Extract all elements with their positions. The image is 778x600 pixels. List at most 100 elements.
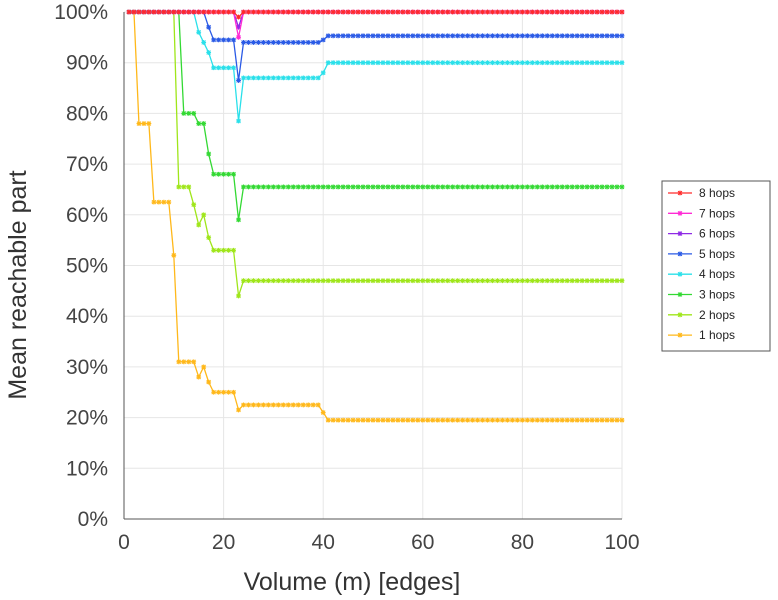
data-point bbox=[465, 9, 471, 15]
data-point bbox=[450, 278, 456, 284]
data-point bbox=[241, 278, 246, 284]
data-point bbox=[211, 389, 217, 395]
y-tick-label: 100% bbox=[54, 1, 108, 24]
data-point bbox=[275, 184, 281, 190]
data-point bbox=[534, 9, 540, 15]
data-point bbox=[360, 417, 366, 423]
data-point bbox=[584, 278, 590, 284]
data-point bbox=[559, 184, 565, 190]
data-point bbox=[400, 60, 406, 66]
data-point bbox=[510, 33, 515, 39]
data-point bbox=[564, 278, 570, 284]
data-point bbox=[599, 9, 605, 15]
legend-label: 2 hops bbox=[699, 308, 735, 322]
data-point bbox=[275, 40, 281, 45]
data-point bbox=[131, 9, 137, 15]
data-point bbox=[370, 9, 376, 15]
data-point bbox=[470, 417, 475, 423]
y-tick-label: 80% bbox=[66, 102, 108, 125]
data-point bbox=[360, 184, 366, 190]
data-point bbox=[280, 184, 286, 190]
data-point bbox=[405, 9, 411, 15]
data-point bbox=[465, 278, 471, 284]
data-point bbox=[196, 121, 202, 126]
data-point bbox=[236, 407, 241, 413]
data-point bbox=[677, 312, 683, 318]
data-point bbox=[385, 417, 391, 423]
data-point bbox=[271, 278, 276, 284]
data-point bbox=[455, 417, 461, 423]
data-point bbox=[261, 402, 266, 408]
data-point bbox=[677, 210, 683, 216]
data-point bbox=[569, 60, 575, 66]
data-point bbox=[211, 247, 217, 253]
data-point bbox=[221, 389, 226, 395]
data-point bbox=[480, 60, 485, 66]
data-point bbox=[300, 184, 306, 190]
data-point bbox=[340, 60, 346, 66]
data-point bbox=[231, 247, 236, 253]
data-point bbox=[300, 9, 306, 15]
data-point bbox=[410, 278, 416, 284]
data-point bbox=[460, 278, 466, 284]
data-point bbox=[445, 33, 451, 39]
data-point bbox=[360, 278, 366, 284]
data-point bbox=[221, 171, 226, 177]
data-point bbox=[485, 33, 490, 39]
data-point bbox=[594, 417, 600, 423]
data-point bbox=[677, 271, 683, 277]
data-point bbox=[246, 278, 251, 284]
data-point bbox=[500, 60, 505, 66]
data-point bbox=[460, 33, 466, 39]
data-point bbox=[450, 417, 456, 423]
data-point bbox=[305, 40, 311, 45]
data-point bbox=[490, 60, 495, 66]
data-point bbox=[495, 278, 500, 284]
data-point bbox=[241, 184, 246, 190]
data-point bbox=[594, 60, 600, 66]
data-point bbox=[246, 9, 251, 15]
series-line bbox=[128, 11, 622, 38]
data-point bbox=[365, 278, 371, 284]
data-point bbox=[609, 60, 615, 66]
data-point bbox=[534, 184, 540, 190]
data-point bbox=[315, 278, 321, 284]
data-point bbox=[171, 252, 177, 258]
data-point bbox=[365, 33, 371, 39]
data-point bbox=[385, 60, 391, 66]
data-point bbox=[310, 184, 316, 190]
data-point bbox=[335, 33, 341, 39]
data-point bbox=[206, 235, 212, 241]
data-point bbox=[290, 40, 296, 45]
data-point bbox=[355, 60, 361, 66]
data-point bbox=[524, 33, 530, 39]
data-point bbox=[370, 33, 376, 39]
data-point bbox=[589, 278, 595, 284]
data-point bbox=[295, 9, 301, 15]
data-point bbox=[574, 33, 580, 39]
data-point bbox=[420, 278, 426, 284]
data-point bbox=[529, 184, 535, 190]
data-point bbox=[266, 40, 271, 45]
data-point bbox=[241, 75, 246, 81]
data-point bbox=[325, 417, 331, 423]
data-point bbox=[290, 402, 296, 408]
data-point bbox=[196, 9, 202, 15]
data-point bbox=[544, 278, 550, 284]
data-point bbox=[505, 417, 510, 423]
data-point bbox=[505, 33, 510, 39]
data-point bbox=[310, 75, 316, 81]
data-point bbox=[574, 60, 580, 66]
data-point bbox=[544, 60, 550, 66]
data-point bbox=[460, 184, 466, 190]
data-point bbox=[480, 9, 485, 15]
data-point bbox=[505, 184, 510, 190]
data-point bbox=[340, 278, 346, 284]
data-point bbox=[539, 9, 545, 15]
data-point bbox=[191, 111, 197, 116]
y-tick-label: 40% bbox=[66, 305, 108, 328]
data-point bbox=[305, 184, 311, 190]
data-point bbox=[677, 231, 683, 236]
data-point bbox=[614, 184, 620, 190]
data-point bbox=[201, 121, 207, 126]
